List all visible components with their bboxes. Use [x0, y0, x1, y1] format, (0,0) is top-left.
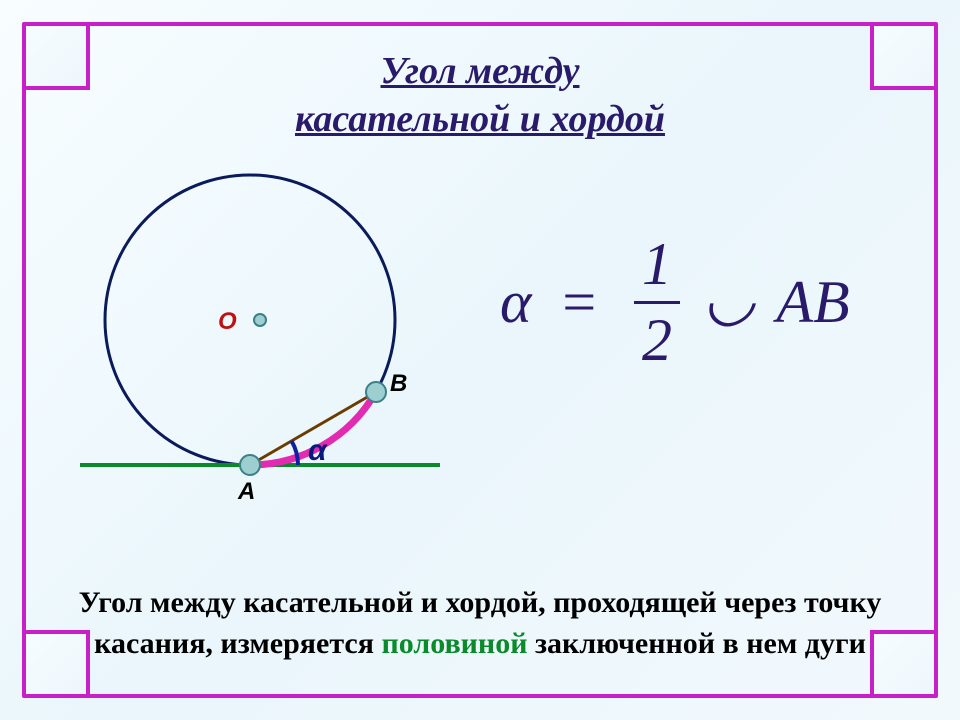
- arc-symbol: ◡: [703, 264, 755, 334]
- diagram-svg: [60, 170, 460, 540]
- formula: α = 1 2 ◡ AB: [500, 230, 850, 375]
- point-label-a: A: [238, 478, 255, 506]
- formula-arc-label: AB: [776, 268, 849, 337]
- title-line1: Угол между: [381, 50, 580, 92]
- angle-label-alpha: α: [308, 434, 327, 468]
- formula-alpha: α: [500, 268, 532, 337]
- caption-highlight: половиной: [381, 627, 527, 660]
- formula-equals: =: [559, 268, 600, 337]
- point-label-o: О: [218, 308, 237, 336]
- formula-fraction: 1 2: [634, 230, 680, 375]
- theorem-caption: Угол между касательной и хордой, проходя…: [60, 583, 900, 664]
- title-line2: касательной и хордой: [295, 98, 665, 140]
- formula-denominator: 2: [634, 301, 680, 375]
- geometry-diagram: О A B α: [60, 170, 460, 540]
- point-label-b: B: [390, 370, 407, 398]
- slide-title: Угол между касательной и хордой: [0, 48, 960, 143]
- caption-part2: заключенной в нем дуги: [528, 627, 866, 660]
- formula-numerator: 1: [634, 230, 680, 301]
